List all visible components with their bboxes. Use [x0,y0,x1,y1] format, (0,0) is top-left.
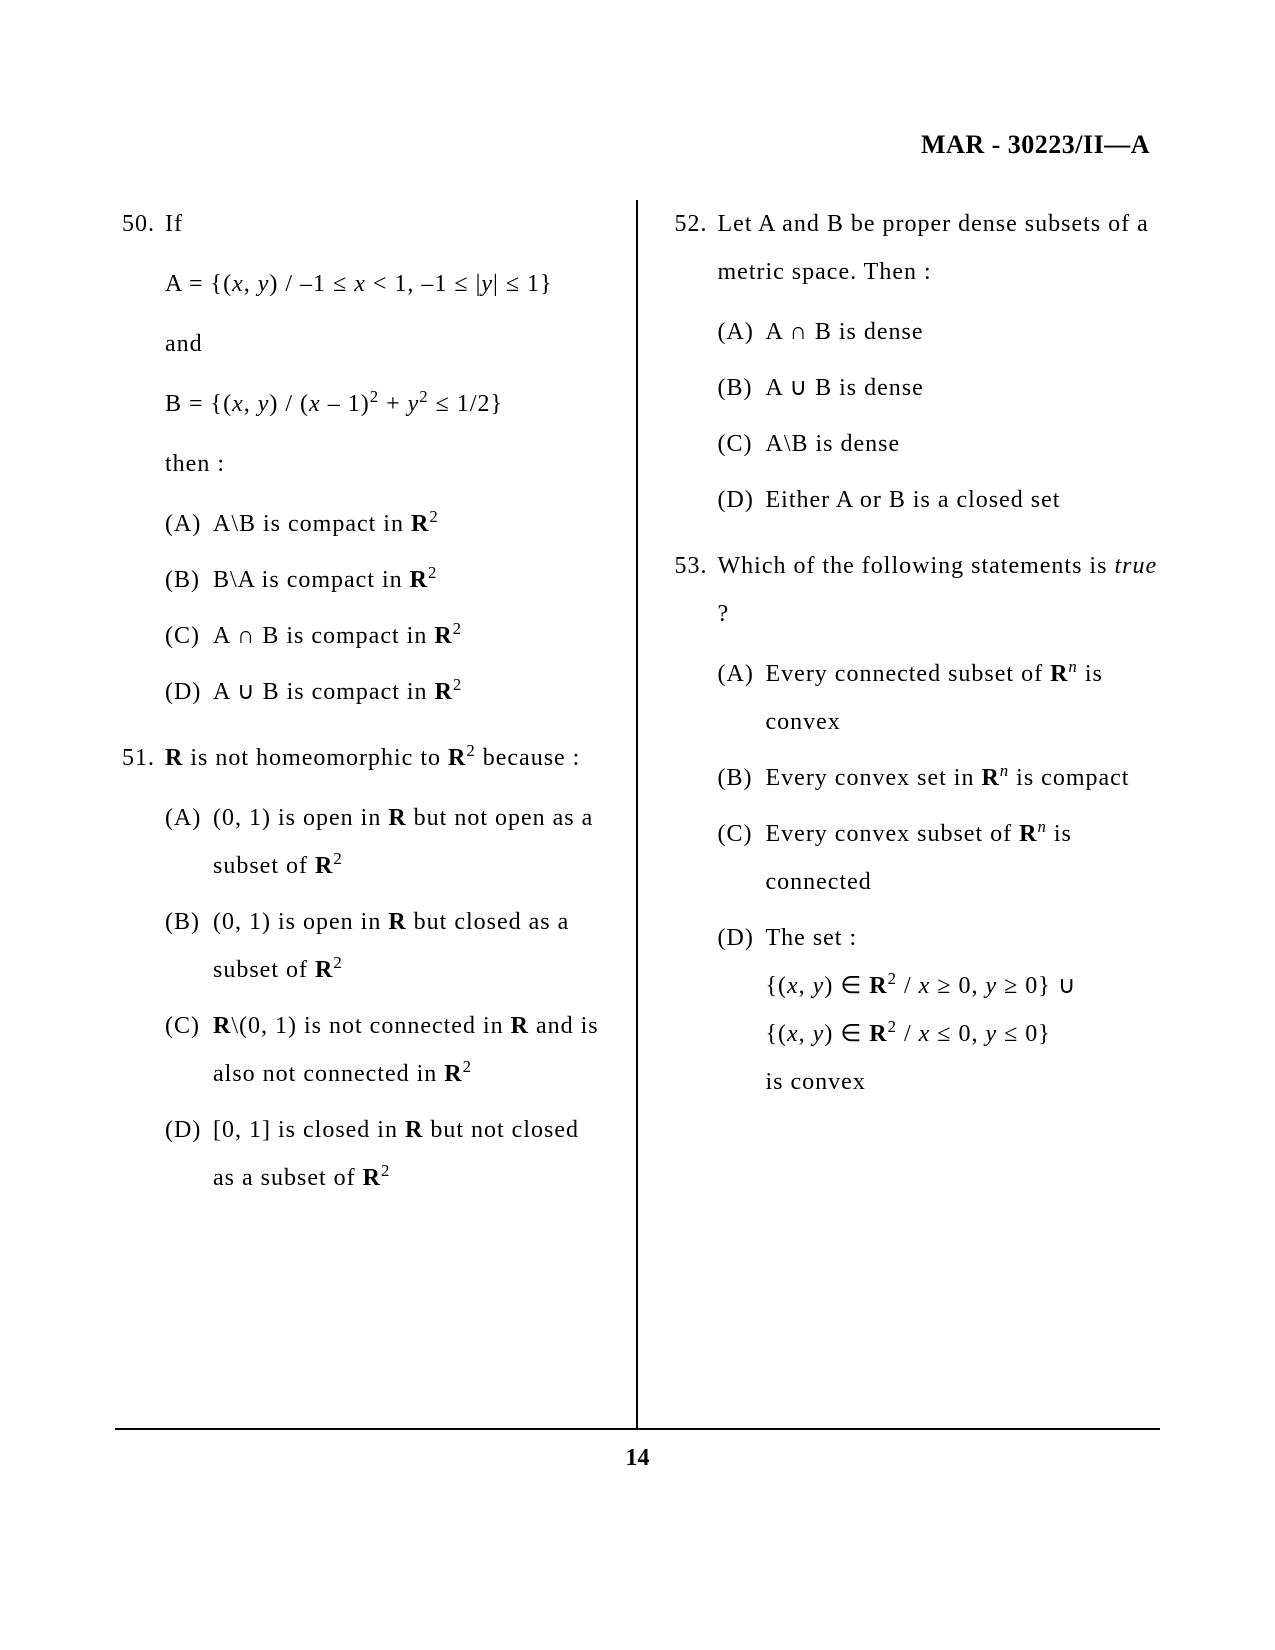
options-list: (A)A\B is compact in R2(B)B\A is compact… [165,500,606,716]
stem-line: then : [165,440,606,488]
stem-line: and [165,320,606,368]
content-area: 50. If A = {(x, y) / –1 ≤ x < 1, –1 ≤ |y… [115,200,1160,1430]
option-label: (C) [718,810,766,906]
option-text: A ∩ B is compact in R2 [213,612,606,660]
option-text: Every convex set in Rn is compact [766,754,1161,802]
option-label: (A) [165,500,213,548]
question-51: 51. R is not homeomorphic to R2 because … [115,734,606,1210]
option-label: (B) [165,556,213,604]
exam-page: MAR - 30223/II—A 50. If A = {(x, y) / –1… [0,0,1275,1650]
exam-header: MAR - 30223/II—A [115,130,1160,160]
page-number: 14 [115,1445,1160,1472]
question-50: 50. If A = {(x, y) / –1 ≤ x < 1, –1 ≤ |y… [115,200,606,724]
option: (D)The set :{(x, y) ∈ R2 / x ≥ 0, y ≥ 0}… [718,914,1161,1106]
question-body: R is not homeomorphic to R2 because : (A… [165,734,606,1210]
option-text: A\B is compact in R2 [213,500,606,548]
option: (C)A ∩ B is compact in R2 [165,612,606,660]
option-text: B\A is compact in R2 [213,556,606,604]
question-body: If A = {(x, y) / –1 ≤ x < 1, –1 ≤ |y| ≤ … [165,200,606,724]
option: (C)A\B is dense [718,420,1161,468]
options-list: (A)(0, 1) is open in R but not open as a… [165,794,606,1202]
option: (C)Every convex subset of Rn is connecte… [718,810,1161,906]
option-label: (C) [165,1002,213,1098]
option-text: [0, 1] is closed in R but not closed as … [213,1106,606,1202]
option-label: (A) [165,794,213,890]
stem-line: R is not homeomorphic to R2 because : [165,734,606,782]
option-label: (D) [165,668,213,716]
option-label: (A) [718,650,766,746]
option: (D)A ∪ B is compact in R2 [165,668,606,716]
option-text: Every convex subset of Rn is connected [766,810,1161,906]
stem-line: Which of the following statements is tru… [718,542,1161,638]
right-column: 52. Let A and B be proper dense subsets … [638,200,1161,1428]
option-text: R\(0, 1) is not connected in R and is al… [213,1002,606,1098]
question-body: Which of the following statements is tru… [718,542,1161,1114]
option: (D)Either A or B is a closed set [718,476,1161,524]
option: (A)A ∩ B is dense [718,308,1161,356]
option-text: (0, 1) is open in R but closed as a subs… [213,898,606,994]
option-text: A ∪ B is compact in R2 [213,668,606,716]
option-text: A ∩ B is dense [766,308,1161,356]
option-text: Either A or B is a closed set [766,476,1161,524]
option-text: (0, 1) is open in R but not open as a su… [213,794,606,890]
question-number: 52. [668,200,718,532]
stem-line: A = {(x, y) / –1 ≤ x < 1, –1 ≤ |y| ≤ 1} [165,260,606,308]
option-label: (D) [718,476,766,524]
option-text: A\B is dense [766,420,1161,468]
option-label: (D) [165,1106,213,1202]
option: (A)Every connected subset of Rn is conve… [718,650,1161,746]
options-list: (A)Every connected subset of Rn is conve… [718,650,1161,1106]
option: (A)A\B is compact in R2 [165,500,606,548]
question-52: 52. Let A and B be proper dense subsets … [668,200,1161,532]
option-label: (D) [718,914,766,1106]
question-body: Let A and B be proper dense subsets of a… [718,200,1161,532]
question-number: 50. [115,200,165,724]
option-label: (A) [718,308,766,356]
option-label: (B) [718,754,766,802]
option-text: The set :{(x, y) ∈ R2 / x ≥ 0, y ≥ 0} ∪{… [766,914,1161,1106]
option-label: (C) [718,420,766,468]
question-53: 53. Which of the following statements is… [668,542,1161,1114]
option: (B)A ∪ B is dense [718,364,1161,412]
question-number: 53. [668,542,718,1114]
stem-line: If [165,200,606,248]
option-text: Every connected subset of Rn is convex [766,650,1161,746]
option-label: (C) [165,612,213,660]
option-label: (B) [718,364,766,412]
option: (B)Every convex set in Rn is compact [718,754,1161,802]
left-column: 50. If A = {(x, y) / –1 ≤ x < 1, –1 ≤ |y… [115,200,638,1428]
option: (A)(0, 1) is open in R but not open as a… [165,794,606,890]
option-text: A ∪ B is dense [766,364,1161,412]
option: (C)R\(0, 1) is not connected in R and is… [165,1002,606,1098]
option: (B)(0, 1) is open in R but closed as a s… [165,898,606,994]
stem-line: B = {(x, y) / (x – 1)2 + y2 ≤ 1/2} [165,380,606,428]
option: (D)[0, 1] is closed in R but not closed … [165,1106,606,1202]
stem-line: Let A and B be proper dense subsets of a… [718,200,1161,296]
option: (B)B\A is compact in R2 [165,556,606,604]
question-number: 51. [115,734,165,1210]
option-label: (B) [165,898,213,994]
options-list: (A)A ∩ B is dense(B)A ∪ B is dense(C)A\B… [718,308,1161,524]
